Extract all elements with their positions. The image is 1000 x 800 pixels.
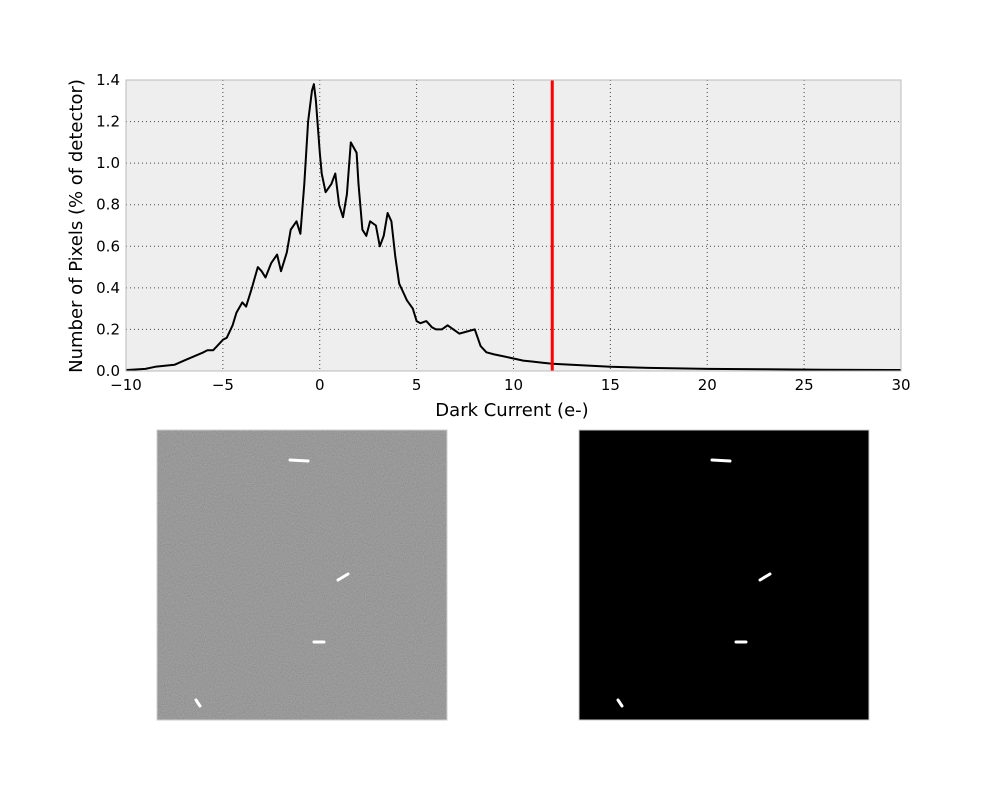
y-tick-label: 0.8 <box>96 196 120 214</box>
mask-border <box>578 429 870 721</box>
cosmic-ray-streak <box>710 458 732 463</box>
dark-frame-border <box>156 429 448 721</box>
y-tick-label: 1.0 <box>96 154 120 172</box>
x-tick-label: 25 <box>795 376 814 394</box>
x-tick-label: 5 <box>412 376 422 394</box>
dark-frame-specks <box>157 430 447 720</box>
x-tick-label: 0 <box>315 376 325 394</box>
mask-image <box>578 429 870 721</box>
y-tick-label: 1.2 <box>96 113 120 131</box>
y-ticks: 0.0 0.2 0.4 0.6 0.8 1.0 1.2 1.4 <box>96 71 120 380</box>
y-tick-label: 0.2 <box>96 320 120 338</box>
cosmic-ray-streak <box>288 458 310 463</box>
y-axis-title: Number of Pixels (% of detector) <box>66 79 87 373</box>
cosmic-ray-streak <box>194 698 202 708</box>
x-tick-label: 20 <box>698 376 717 394</box>
y-tick-label: 0.4 <box>96 279 120 297</box>
cosmic-ray-streak <box>758 572 772 582</box>
y-tick-label: 0.0 <box>96 362 120 380</box>
x-tick-label: 10 <box>504 376 523 394</box>
plot-frame <box>125 79 902 372</box>
y-tick-label: 0.6 <box>96 237 120 255</box>
histogram-chart: −10 −5 0 5 10 15 20 25 30 0.0 0.2 0.4 0.6 0.8 1.0 1.2 1… <box>66 71 911 421</box>
cosmic-ray-streak <box>616 698 624 708</box>
plot-background <box>126 80 901 371</box>
x-tick-label: 30 <box>891 376 910 394</box>
x-ticks: −10 −5 0 5 10 15 20 25 30 <box>110 376 910 394</box>
mask-specks <box>579 430 869 720</box>
x-tick-label: −10 <box>110 376 142 394</box>
x-axis-title: Dark Current (e-) <box>435 400 588 421</box>
mask-streaks <box>616 458 772 708</box>
dark-frame-streaks <box>194 458 350 708</box>
x-tick-label: 15 <box>601 376 620 394</box>
y-tick-label: 1.4 <box>96 71 120 89</box>
x-tick-label: −5 <box>212 376 234 394</box>
dark-frame-image <box>156 429 448 721</box>
series-line <box>126 83 901 371</box>
cosmic-ray-streak <box>336 572 350 582</box>
